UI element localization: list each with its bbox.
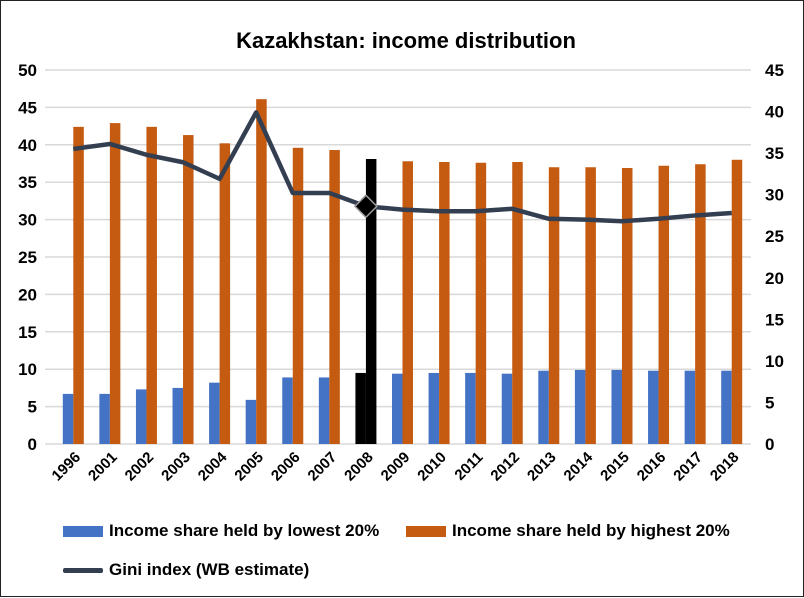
x-axis-tick-label: 2010 xyxy=(414,449,450,485)
x-axis-tick-label: 2012 xyxy=(487,449,523,485)
legend-swatch-highest xyxy=(406,525,446,537)
legend-swatch-gini xyxy=(63,567,103,573)
left-axis-tick-label: 25 xyxy=(18,248,37,267)
bar-lowest-20 xyxy=(99,393,110,444)
left-axis-tick-label: 10 xyxy=(18,360,37,379)
bar-highest-20 xyxy=(585,167,596,445)
gini-series-line xyxy=(72,110,732,224)
left-axis-tick-label: 0 xyxy=(28,435,37,454)
bar-lowest-20 xyxy=(392,373,403,444)
bar-highest-20 xyxy=(439,162,450,444)
bar-lowest-20 xyxy=(282,377,293,444)
bar-highest-20 xyxy=(146,126,157,445)
bar-lowest-20 xyxy=(428,372,440,444)
right-axis-tick-label: 40 xyxy=(765,103,784,122)
right-axis-tick-label: 10 xyxy=(765,352,784,371)
left-axis-tick-label: 20 xyxy=(18,285,37,304)
x-axis-tick-label: 2018 xyxy=(707,449,743,485)
left-axis-ticks: 0 5 10 15 20 25 30 35 40 45 50 xyxy=(18,61,37,454)
bar-highest-20 xyxy=(73,126,84,445)
right-axis-tick-label: 35 xyxy=(765,144,784,163)
left-axis-tick-label: 35 xyxy=(18,173,37,192)
left-axis-tick-label: 40 xyxy=(18,136,37,155)
legend-swatch-lowest xyxy=(63,525,103,537)
bar-highest-20 xyxy=(548,167,560,445)
legend-item-highest: Income share held by highest 20% xyxy=(406,521,730,541)
bar-lowest-20 xyxy=(62,393,74,444)
right-axis-tick-label: 5 xyxy=(765,393,774,412)
gridlines xyxy=(45,69,751,445)
gini-highlight-marker xyxy=(353,194,378,219)
bar-highest-20 xyxy=(402,161,413,445)
left-axis-tick-label: 30 xyxy=(18,211,37,230)
x-axis-tick-label: 2001 xyxy=(85,449,121,485)
x-axis-tick-label: 2011 xyxy=(451,449,486,484)
legend-label-highest: Income share held by highest 20% xyxy=(452,521,730,540)
bar-lowest-20 xyxy=(245,399,257,444)
bar-highest-20 xyxy=(256,99,267,444)
gini-line xyxy=(72,110,732,224)
bar-highest-20 xyxy=(109,123,121,444)
bar-lowest-20 xyxy=(684,370,696,444)
chart-title: Kazakhstan: income distribution xyxy=(236,28,576,53)
bar-highest-20 xyxy=(658,165,670,444)
bar-highest-20 xyxy=(621,167,633,444)
bar-lowest-20 xyxy=(721,370,732,444)
bar-lowest-20 xyxy=(648,370,659,444)
left-axis-tick-label: 45 xyxy=(18,98,37,117)
x-axis-tick-label: 2009 xyxy=(378,449,414,485)
x-axis-tick-label: 2015 xyxy=(597,449,633,485)
x-axis-tick-label: 2002 xyxy=(122,449,158,485)
left-axis-tick-label: 5 xyxy=(28,398,37,417)
x-axis-tick-label: 2003 xyxy=(158,449,194,485)
bar-highest-20 xyxy=(183,135,194,445)
right-axis-tick-label: 45 xyxy=(765,61,784,80)
right-axis-tick-label: 30 xyxy=(765,186,784,205)
bar-lowest-20 xyxy=(318,377,330,444)
x-axis-ticks: 1996 2001 2002 2003 2004 2005 2006 2007 2008 2009… xyxy=(48,448,742,484)
x-axis-tick-label: 2013 xyxy=(524,449,560,485)
legend-label-gini: Gini index (WB estimate) xyxy=(109,560,310,579)
right-axis-tick-label: 15 xyxy=(765,310,784,329)
x-axis-tick-label: 2017 xyxy=(670,449,706,485)
right-axis-ticks: 0 5 10 15 20 25 30 35 40 45 xyxy=(765,61,784,454)
bar-lowest-20 xyxy=(574,369,586,444)
x-axis-tick-label: 2007 xyxy=(305,449,341,485)
bar-highest-20 xyxy=(292,147,304,445)
x-axis-tick-label: 1996 xyxy=(48,449,84,485)
bar-lowest-20 xyxy=(465,372,476,444)
right-axis-tick-label: 0 xyxy=(765,435,774,454)
legend-label-lowest: Income share held by lowest 20% xyxy=(109,521,380,540)
bar-lowest-20 xyxy=(611,369,622,444)
bar-highest-20 xyxy=(365,159,377,444)
bar-highest-20 xyxy=(475,162,487,444)
bar-highest-20 xyxy=(329,150,340,444)
bar-lowest-20 xyxy=(501,373,513,444)
bar-lowest-20 xyxy=(135,389,147,444)
legend-item-gini: Gini index (WB estimate) xyxy=(63,560,309,580)
bar-highest-20 xyxy=(512,162,523,444)
bar-lowest-20 xyxy=(209,382,220,444)
x-axis-tick-label: 2004 xyxy=(195,448,231,484)
right-axis-tick-label: 20 xyxy=(765,269,784,288)
bar-highest-20 xyxy=(695,164,706,445)
bars xyxy=(62,99,743,445)
bar-highest-20 xyxy=(731,159,743,444)
bar-lowest-20 xyxy=(172,387,184,444)
x-axis-tick-label: 2005 xyxy=(231,449,267,485)
left-axis-tick-label: 15 xyxy=(18,323,37,342)
x-axis-tick-label: 2014 xyxy=(561,448,597,484)
x-axis-tick-label: 2016 xyxy=(634,449,670,485)
legend-item-lowest: Income share held by lowest 20% xyxy=(63,521,379,541)
bar-highest-20 xyxy=(219,143,231,444)
bar-lowest-20 xyxy=(355,372,366,444)
right-axis-tick-label: 25 xyxy=(765,227,784,246)
left-axis-tick-label: 50 xyxy=(18,61,37,80)
bar-lowest-20 xyxy=(538,370,549,444)
x-axis-tick-label: 2008 xyxy=(341,449,377,485)
x-axis-tick-label: 2006 xyxy=(268,449,304,485)
